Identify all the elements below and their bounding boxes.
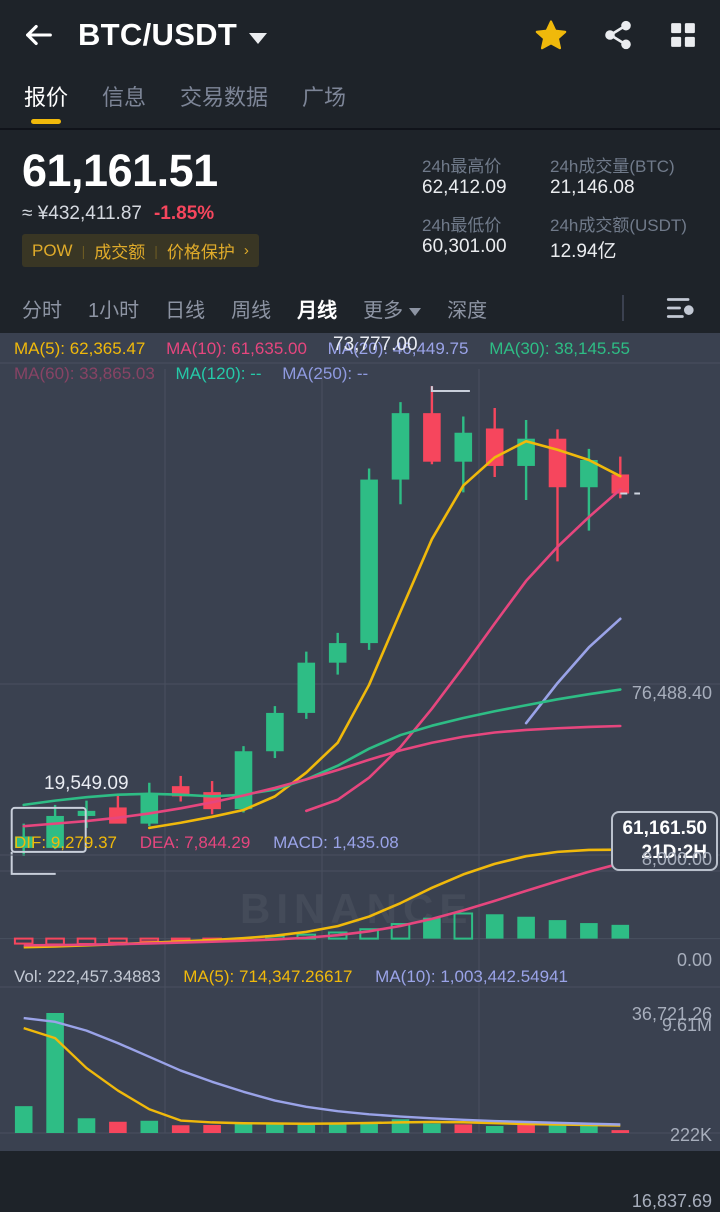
stat-volume-btc: 24h成交量(BTC) 21,146.08 xyxy=(550,152,698,199)
macd-axis-tick-upper: 8,000.00 xyxy=(641,849,712,870)
ma250-legend: MA(250): -- xyxy=(282,363,369,383)
volume-legend: Vol: 222,457.34883 MA(5): 714,347.26617 … xyxy=(14,967,586,987)
ma-legend-row-1: MA(5): 62,365.47 MA(10): 61,635.00 MA(20… xyxy=(14,337,646,362)
price-axis-tick-low: 16,837.69 xyxy=(631,1191,712,1212)
chart-area[interactable]: BINANCE MA(5): 62,365.47 MA(10): 61,635.… xyxy=(0,333,720,1211)
macd-legend: DIF: 9,279.37 DEA: 7,844.29 MACD: 1,435.… xyxy=(14,833,417,853)
vol-ma5-legend: MA(5): 714,347.26617 xyxy=(183,967,353,987)
badge-separator: | xyxy=(81,242,86,259)
divider xyxy=(622,295,624,322)
ma20-legend: MA(20): 46,449.75 xyxy=(327,339,469,359)
timeframe-daily[interactable]: 日线 xyxy=(165,299,206,322)
vol-legend: Vol: 222,457.34883 xyxy=(14,967,161,987)
current-price-badge: 61,161.50 21D:2H xyxy=(611,811,718,871)
star-icon[interactable] xyxy=(534,18,568,52)
price-panel: 61,161.51 ≈ ¥432,411.87 -1.85% POW | 成交额… xyxy=(0,130,720,284)
stat-label: 24h最低价 xyxy=(422,216,502,235)
main-tab-bar: 报价 信息 交易数据 广场 xyxy=(0,70,720,128)
low-annotation: 19,549.09 xyxy=(44,773,129,795)
stat-label: 24h成交量(BTC) xyxy=(550,157,675,176)
macd-legend-value: MACD: 1,435.08 xyxy=(273,833,399,853)
stat-label: 24h成交额(USDT) xyxy=(550,216,687,235)
stats-grid: 24h最高价 62,412.09 24h成交量(BTC) 21,146.08 2… xyxy=(422,144,698,263)
dea-legend: DEA: 7,844.29 xyxy=(139,833,251,853)
share-icon[interactable] xyxy=(602,19,634,51)
page-title[interactable]: BTC/USDT xyxy=(78,17,238,52)
price-subrow: ≈ ¥432,411.87 -1.85% xyxy=(22,203,422,225)
current-price-value: 61,161.50 xyxy=(622,818,707,840)
macd-axis-tick-zero: 0.00 xyxy=(676,950,712,971)
change-percent: -1.85% xyxy=(153,203,215,225)
fiat-approx: ≈ ¥432,411.87 xyxy=(22,203,142,225)
timeframe-1h[interactable]: 1小时 xyxy=(88,299,140,322)
divider xyxy=(0,128,720,130)
dif-legend: DIF: 9,279.37 xyxy=(14,833,118,853)
timeframe-more-label[interactable]: 更多 xyxy=(363,299,404,322)
stat-low: 24h最低价 60,301.00 xyxy=(422,211,532,263)
chevron-right-icon[interactable]: › xyxy=(243,242,249,260)
trading-screen: BTC/USDT 报价 信息 交易数据 广场 xyxy=(0,0,720,1146)
vol-ma10-legend: MA(10): 1,003,442.54941 xyxy=(375,967,568,987)
tab-quotes[interactable]: 报价 xyxy=(22,76,70,122)
price-axis-tick-mid: 36,721.26 xyxy=(631,1004,712,1025)
ma-legend-row-2: MA(60): 33,865.03 MA(120): -- MA(250): -… xyxy=(14,362,646,387)
high-annotation: 73,777.00 xyxy=(333,334,418,356)
stat-value: 12.94亿 xyxy=(550,241,617,262)
price-left: 61,161.51 ≈ ¥432,411.87 -1.85% POW | 成交额… xyxy=(22,144,422,268)
back-arrow-icon[interactable] xyxy=(22,18,56,52)
top-bar: BTC/USDT xyxy=(0,0,720,70)
stat-label: 24h最高价 xyxy=(422,157,502,176)
tab-trade-data[interactable]: 交易数据 xyxy=(180,85,269,110)
timeframe-monthly[interactable]: 月线 xyxy=(297,299,338,322)
tab-square[interactable]: 广场 xyxy=(302,85,347,110)
stat-value: 62,412.09 xyxy=(422,177,507,198)
timeframe-minute[interactable]: 分时 xyxy=(22,299,62,322)
volume-axis-tick-upper: 9.61M xyxy=(661,1015,712,1036)
countdown-value: 21D:2H xyxy=(641,841,707,863)
stat-value: 60,301.00 xyxy=(422,236,507,257)
stat-value: 21,146.08 xyxy=(550,177,635,198)
badge-separator: | xyxy=(154,242,158,259)
ma60-legend: MA(60): 33,865.03 xyxy=(14,363,155,383)
ma30-legend: MA(30): 38,145.55 xyxy=(489,339,630,359)
timeframe-depth[interactable]: 深度 xyxy=(447,299,488,322)
ma120-legend: MA(120): -- xyxy=(175,363,262,383)
tab-info[interactable]: 信息 xyxy=(102,85,147,110)
chevron-down-icon[interactable] xyxy=(249,32,268,44)
badge-pow[interactable]: POW xyxy=(32,240,73,260)
timeframe-bar: 分时 1小时 日线 周线 月线 更多 深度 xyxy=(0,283,720,334)
timeframe-weekly[interactable]: 周线 xyxy=(231,299,272,322)
candlestick-chart[interactable] xyxy=(0,333,720,1151)
badge-row[interactable]: POW | 成交额 | 价格保护 › xyxy=(22,234,259,268)
ma10-legend: MA(10): 61,635.00 xyxy=(166,339,307,359)
timeframe-more[interactable]: 更多 xyxy=(363,294,422,323)
stat-high: 24h最高价 62,412.09 xyxy=(422,152,532,199)
badge-turnover[interactable]: 成交额 xyxy=(94,243,146,263)
ma5-legend: MA(5): 62,365.47 xyxy=(14,339,146,359)
grid-icon[interactable] xyxy=(668,20,698,50)
stat-turnover-usdt: 24h成交额(USDT) 12.94亿 xyxy=(550,211,698,263)
volume-axis-tick-lower: 222K xyxy=(669,1125,712,1146)
price-axis-tick-high: 76,488.40 xyxy=(631,683,712,704)
badge-price-protection[interactable]: 价格保护 xyxy=(166,243,235,263)
chart-settings-icon[interactable] xyxy=(664,291,698,325)
chevron-down-icon[interactable] xyxy=(409,308,422,317)
last-price: 61,161.51 xyxy=(22,145,218,196)
ma-legend: MA(5): 62,365.47 MA(10): 61,635.00 MA(20… xyxy=(14,337,646,386)
